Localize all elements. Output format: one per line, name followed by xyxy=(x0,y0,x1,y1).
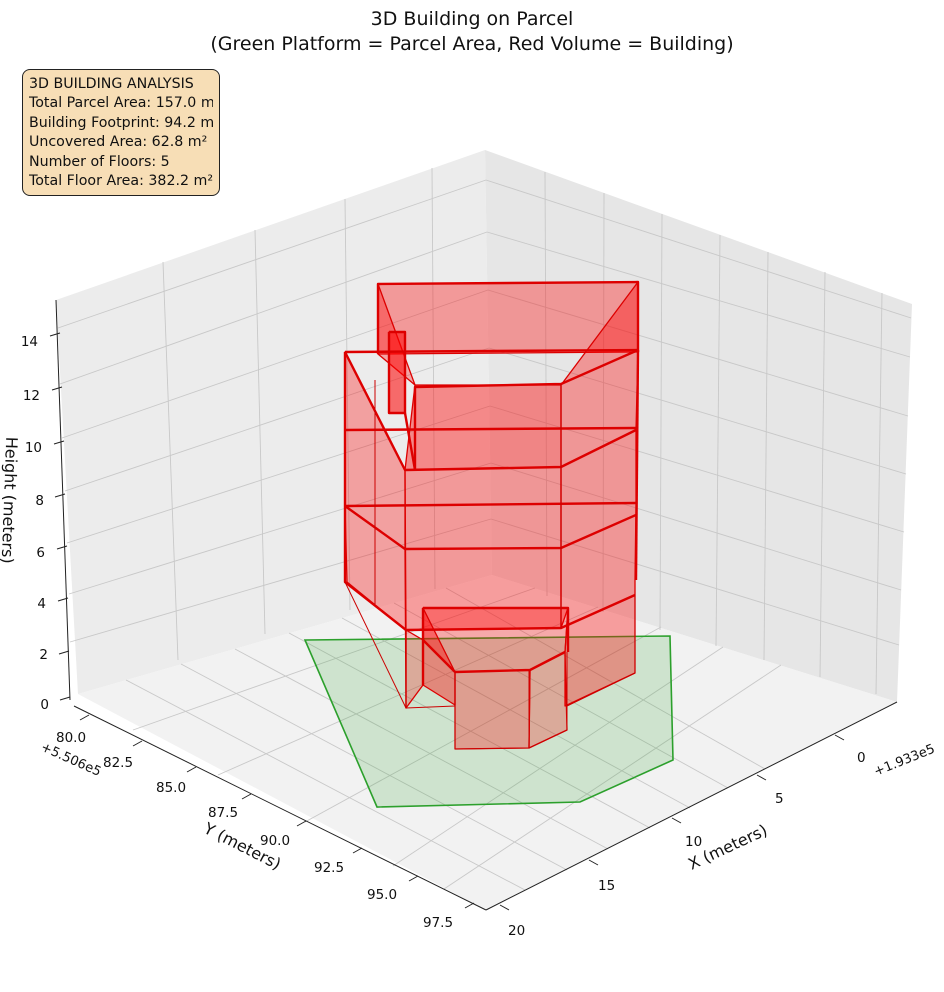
z-tick-label: 0 xyxy=(40,697,49,713)
y-tick-label: 92.5 xyxy=(314,860,344,876)
building-face xyxy=(454,669,531,750)
x-tick-label: 5 xyxy=(775,791,784,807)
z-tick-label: 6 xyxy=(36,545,45,561)
building-face xyxy=(388,331,406,414)
info-building-footprint: Building Footprint: 94.2 m² xyxy=(29,114,213,131)
info-heading: 3D BUILDING ANALYSIS xyxy=(29,76,194,92)
tick-marks xyxy=(49,332,845,911)
y-tick-label: 82.5 xyxy=(103,755,133,771)
info-number-of-floors: Number of Floors: 5 xyxy=(29,153,170,170)
info-uncovered-area: Uncovered Area: 62.8 m² xyxy=(29,134,208,151)
z-tick-label: 12 xyxy=(23,388,40,404)
chart-title: 3D Building on Parcel xyxy=(371,8,574,30)
y-tick-label: 95.0 xyxy=(367,887,397,903)
info-total-parcel-area: Total Parcel Area: 157.0 m² xyxy=(29,95,213,112)
chart-subtitle: (Green Platform = Parcel Area, Red Volum… xyxy=(210,33,733,55)
z-axis-line xyxy=(55,299,71,701)
info-total-floor-area: Total Floor Area: 382.2 m² xyxy=(29,173,213,190)
y-tick-labels: 80.0 82.5 85.0 87.5 90.0 92.5 95.0 97.5 xyxy=(56,730,453,931)
axes-panes xyxy=(56,150,912,910)
y-tick-label: 80.0 xyxy=(56,730,86,746)
z-tick-label: 10 xyxy=(25,440,42,456)
building-volume xyxy=(344,281,639,750)
x-tick-label: 0 xyxy=(857,750,866,766)
x-axis-line xyxy=(485,701,898,911)
back-right-pane xyxy=(485,150,912,702)
x-tick-label: 20 xyxy=(508,923,525,939)
info-box: 3D BUILDING ANALYSIS Total Parcel Area: … xyxy=(22,69,220,196)
y-tick-label: 90.0 xyxy=(260,833,290,849)
x-tick-labels: 0 5 10 15 20 xyxy=(508,750,866,939)
back-left-pane xyxy=(56,150,492,694)
z-tick-label: 2 xyxy=(39,647,48,663)
x-tick-label: 15 xyxy=(598,878,615,894)
gridlines xyxy=(57,167,912,891)
y-tick-label: 85.0 xyxy=(156,780,186,796)
y-tick-label: 97.5 xyxy=(423,915,453,931)
z-tick-label: 14 xyxy=(21,334,38,350)
z-tick-label: 8 xyxy=(35,493,44,509)
z-tick-label: 4 xyxy=(37,596,46,612)
parcel-platform xyxy=(303,635,674,808)
z-axis-label: Height (meters) xyxy=(0,436,21,564)
x-offset-label: +1.933e5 xyxy=(872,742,937,780)
x-tick-label: 10 xyxy=(685,834,702,850)
building-thin-edges xyxy=(344,380,636,750)
floor-pane xyxy=(78,575,897,910)
y-tick-label: 87.5 xyxy=(208,805,238,821)
z-tick-labels: 0 2 4 6 8 10 12 14 xyxy=(21,334,49,713)
